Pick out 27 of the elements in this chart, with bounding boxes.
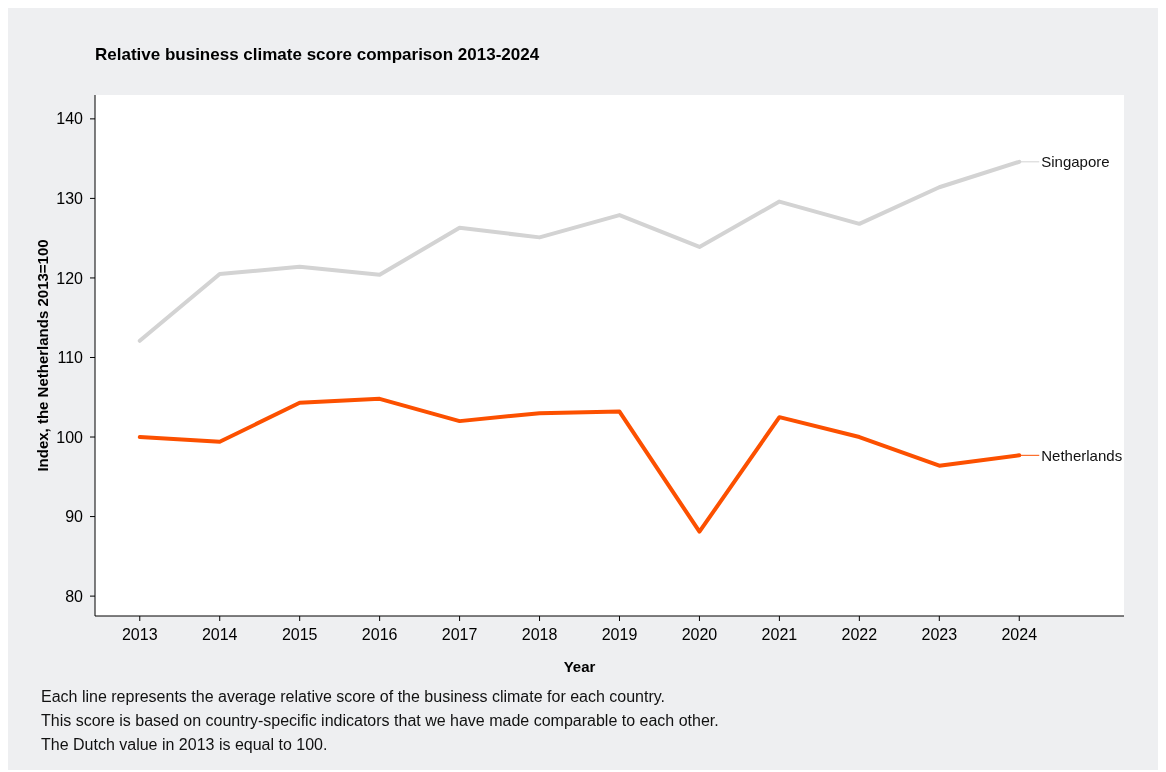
x-axis-title: Year — [563, 658, 596, 675]
x-tick-label: 2013 — [121, 626, 158, 643]
x-tick-label: 2019 — [601, 626, 638, 643]
y-tick-label: 130 — [56, 190, 84, 207]
x-tick-label: 2024 — [1001, 626, 1038, 643]
x-tick-label: 2021 — [761, 626, 798, 643]
x-tick-label: 2020 — [681, 626, 718, 643]
text: Each line represents the average relative score of the business climate for each country. — [41, 688, 666, 705]
y-axis-title: Index, the Netherlands 2013=100 — [34, 239, 51, 472]
text: The Dutch value in 2013 is equal to 100. — [41, 736, 328, 753]
x-tick-label: 2015 — [281, 626, 318, 643]
legend-label: Singapore — [1041, 153, 1110, 171]
x-tick-label: 2017 — [441, 626, 478, 643]
y-tick-label: 90 — [65, 508, 84, 526]
y-tick-label: 100 — [56, 428, 84, 446]
y-tick-label: 120 — [56, 269, 84, 287]
x-tick-label: 2023 — [921, 626, 958, 643]
y-tick-label: 140 — [56, 110, 84, 128]
x-tick-label: 2022 — [841, 626, 878, 643]
legend-label: Netherlands — [1041, 446, 1123, 464]
x-tick-label: 2014 — [201, 626, 238, 643]
text: This score is based on country-specific indicators that we have made comparable to each other. — [41, 712, 719, 729]
x-tick-label: 2018 — [521, 626, 558, 643]
y-tick-label: 80 — [65, 587, 84, 605]
chart-title: Relative business climate score comparison 2013-2024 — [95, 45, 540, 64]
y-tick-label: 110 — [57, 349, 84, 367]
x-tick-label: 2016 — [361, 626, 398, 643]
